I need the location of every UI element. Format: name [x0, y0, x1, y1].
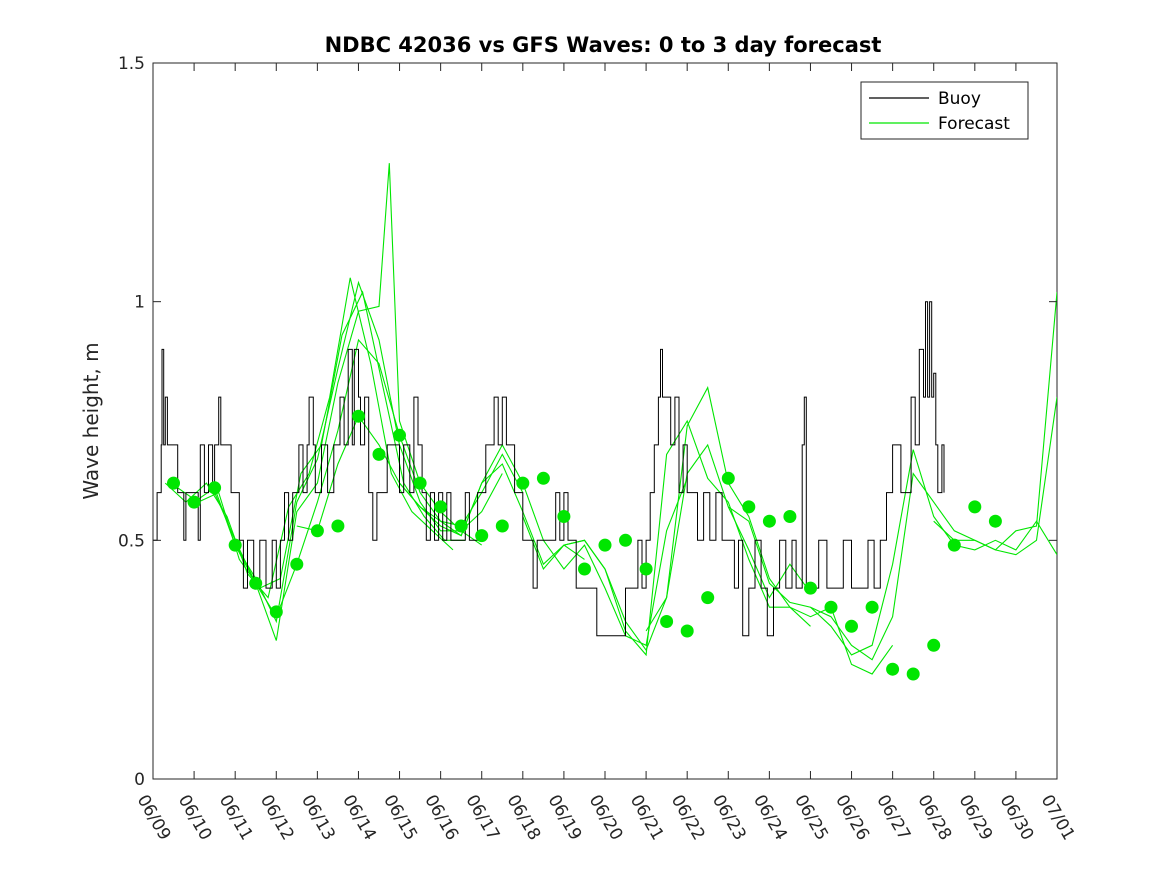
x-tick-label-7: 06/16 [420, 792, 462, 844]
forecast-line-11 [810, 292, 1057, 661]
x-tick-label-12: 06/21 [626, 792, 668, 844]
forecast-marker-22 [619, 533, 632, 547]
forecast-marker-13 [434, 500, 448, 514]
plot-area [152, 62, 1058, 780]
forecast-marker-39 [968, 500, 982, 514]
forecast-marker-25 [680, 624, 694, 638]
forecast-marker-30 [783, 510, 797, 523]
legend-label-0: Buoy [938, 89, 981, 109]
forecast-marker-23 [639, 562, 653, 576]
forecast-marker-40 [988, 514, 1002, 528]
forecast-line-2 [193, 280, 483, 624]
y-tick-label-2: 1 [134, 293, 145, 313]
y-tick-label-0: 0 [134, 770, 145, 790]
x-tick-label-11: 06/20 [585, 792, 627, 844]
x-tick-label-16: 06/25 [790, 792, 832, 844]
x-tick-label-18: 06/27 [872, 792, 914, 844]
forecast-marker-18 [536, 471, 550, 485]
x-tick-label-3: 06/12 [256, 792, 298, 844]
x-tick-label-0: 06/09 [133, 792, 175, 844]
x-tick-label-9: 06/18 [502, 792, 544, 844]
forecast-line-9 [645, 386, 894, 675]
forecast-marker-26 [701, 591, 715, 605]
x-tick-label-2: 06/11 [215, 792, 257, 844]
forecast-marker-9 [352, 409, 365, 423]
forecast-marker-16 [495, 519, 509, 533]
forecast-marker-38 [947, 538, 961, 552]
forecast-marker-31 [804, 581, 817, 595]
x-tick-label-1: 06/10 [174, 792, 216, 844]
forecast-marker-11 [393, 428, 406, 442]
forecast-marker-8 [331, 519, 345, 533]
forecast-marker-5 [269, 605, 283, 619]
x-tick-label-8: 06/17 [461, 792, 503, 844]
forecast-marker-1 [187, 495, 201, 509]
buoy-line [153, 301, 945, 637]
forecast-markers [167, 409, 1002, 681]
y-axis: 0 0.5 1 1.5 [118, 54, 1057, 790]
forecast-marker-37 [927, 638, 941, 652]
y-tick-label-3: 1.5 [118, 54, 145, 74]
forecast-line-8 [563, 419, 811, 657]
plot-frame [152, 62, 1058, 780]
forecast-marker-0 [167, 476, 180, 490]
forecast-line-4 [234, 338, 524, 618]
forecast-marker-4 [249, 576, 263, 590]
forecast-marker-7 [310, 524, 324, 538]
y-axis-label: Wave height, m [79, 342, 103, 499]
forecast-marker-35 [886, 662, 900, 676]
forecast-marker-36 [906, 667, 920, 681]
forecast-marker-28 [742, 500, 756, 514]
forecast-marker-2 [208, 481, 222, 495]
x-tick-label-17: 06/26 [831, 792, 873, 844]
forecast-marker-19 [557, 510, 571, 523]
forecast-marker-33 [845, 619, 858, 633]
legend-label-1: Forecast [938, 114, 1010, 134]
x-tick-label-6: 06/15 [379, 792, 421, 844]
x-tick-label-19: 06/28 [913, 792, 955, 844]
forecast-marker-24 [660, 615, 674, 628]
chart-title: NDBC 42036 vs GFS Waves: 0 to 3 day fore… [325, 33, 882, 57]
forecast-marker-20 [578, 562, 591, 576]
forecast-marker-6 [290, 557, 304, 571]
forecast-line-5 [296, 415, 585, 566]
forecast-marker-27 [721, 471, 735, 485]
legend: Buoy Forecast [860, 81, 1029, 140]
x-tick-label-5: 06/14 [338, 792, 380, 844]
x-tick-label-21: 06/30 [996, 792, 1038, 844]
x-tick-label-22: 07/01 [1037, 792, 1079, 844]
forecast-marker-21 [598, 538, 612, 552]
forecast-marker-29 [762, 514, 776, 528]
forecast-marker-3 [228, 538, 242, 552]
forecast-marker-34 [865, 600, 879, 614]
x-tick-label-4: 06/13 [297, 792, 339, 844]
forecast-marker-32 [824, 600, 838, 614]
forecast-line-0 [164, 277, 454, 599]
x-tick-label-13: 06/22 [667, 792, 709, 844]
forecast-runs [164, 163, 1057, 675]
forecast-marker-15 [475, 529, 489, 543]
forecast-marker-12 [413, 476, 427, 490]
forecast-marker-17 [516, 476, 530, 490]
forecast-marker-14 [454, 519, 468, 533]
legend-box [860, 81, 1029, 140]
x-tick-label-20: 06/29 [954, 792, 996, 844]
forecast-marker-10 [372, 447, 386, 461]
x-tick-label-10: 06/19 [544, 792, 586, 844]
x-tick-label-15: 06/24 [749, 792, 791, 844]
y-tick-label-1: 0.5 [118, 531, 145, 551]
x-tick-label-14: 06/23 [708, 792, 750, 844]
